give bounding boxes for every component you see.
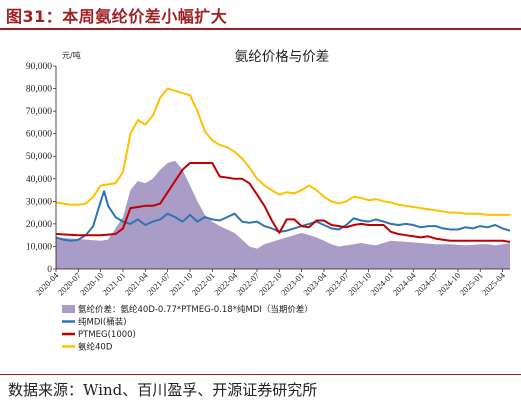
- legend-item-40d: 氨纶40D: [78, 342, 113, 353]
- x-tick-label: 2022-10: [257, 270, 284, 297]
- x-tick-label: 2022-01: [190, 270, 217, 297]
- chart-title: 氨纶价格与价差: [235, 49, 330, 65]
- legend-item-ptmeg: PTMEG(1000): [78, 330, 136, 340]
- x-tick-label: 2022-07: [234, 270, 261, 297]
- ptmeg-line: [55, 162, 511, 243]
- x-tick-label: 2025-04: [480, 270, 508, 298]
- y-tick-label: 70,000: [26, 107, 52, 117]
- series-layer: [55, 87, 511, 269]
- x-tick-label: 2025-01: [458, 270, 485, 297]
- x-tick-label: 2023-01: [279, 270, 306, 297]
- x-tick-label: 2021-07: [145, 270, 172, 297]
- x-tick-label: 2020-10: [78, 270, 105, 297]
- y-tick-label: 90,000: [26, 62, 52, 72]
- legend-swatch: [62, 305, 75, 313]
- x-axis: 2020-042020-072020-102021-012021-042021-…: [33, 269, 507, 297]
- y-axis-unit: 元/吨: [62, 50, 81, 60]
- y-tick-label: 30,000: [26, 197, 52, 207]
- x-tick-label: 2024-01: [368, 270, 395, 297]
- spandex-40d-line: [55, 87, 510, 216]
- y-tick-label: 40,000: [26, 175, 52, 185]
- bottom-rule: [0, 374, 521, 375]
- y-tick-label: 80,000: [26, 85, 52, 95]
- x-tick-label: 2021-04: [123, 270, 151, 298]
- x-tick-label: 2024-07: [413, 270, 440, 297]
- x-tick-label: 2021-10: [167, 270, 194, 297]
- y-tick-label: 10,000: [26, 242, 52, 252]
- source-note: 数据来源：Wind、百川盈孚、开源证券研究所: [8, 381, 318, 399]
- x-tick-label: 2022-04: [212, 270, 240, 298]
- price-spread-chart: 氨纶价格与价差 元/吨 0 10,000 20,000 30,000 40,000 50,…: [26, 49, 511, 353]
- x-tick-label: 2020-07: [56, 270, 83, 297]
- figure-title: 图31：本周氨纶价差小幅扩大: [6, 7, 228, 26]
- y-tick-label: 50,000: [26, 152, 52, 162]
- x-tick-label: 2021-01: [100, 270, 127, 297]
- legend: 氨纶价差：氨纶40D-0.77*PTMEG-0.18*纯MDI（当期价差） 纯MD…: [62, 304, 313, 353]
- x-tick-label: 2023-10: [346, 270, 373, 297]
- x-tick-label: 2023-07: [324, 270, 351, 297]
- title-rule: [0, 28, 521, 30]
- y-tick-label: 60,000: [26, 130, 52, 140]
- y-axis: 0 10,000 20,000 30,000 40,000 50,000 60,000 70,…: [26, 62, 56, 275]
- legend-item-mdi: 纯MDI(桶装): [78, 317, 127, 328]
- legend-item-spread: 氨纶价差：氨纶40D-0.77*PTMEG-0.18*纯MDI（当期价差）: [78, 304, 313, 315]
- spread-area: [56, 160, 510, 269]
- x-tick-label: 2024-04: [391, 270, 419, 298]
- x-tick-label: 2024-10: [435, 270, 462, 297]
- y-tick-label: 0: [47, 265, 52, 275]
- x-tick-label: 2023-04: [301, 270, 329, 298]
- y-tick-label: 20,000: [26, 220, 52, 230]
